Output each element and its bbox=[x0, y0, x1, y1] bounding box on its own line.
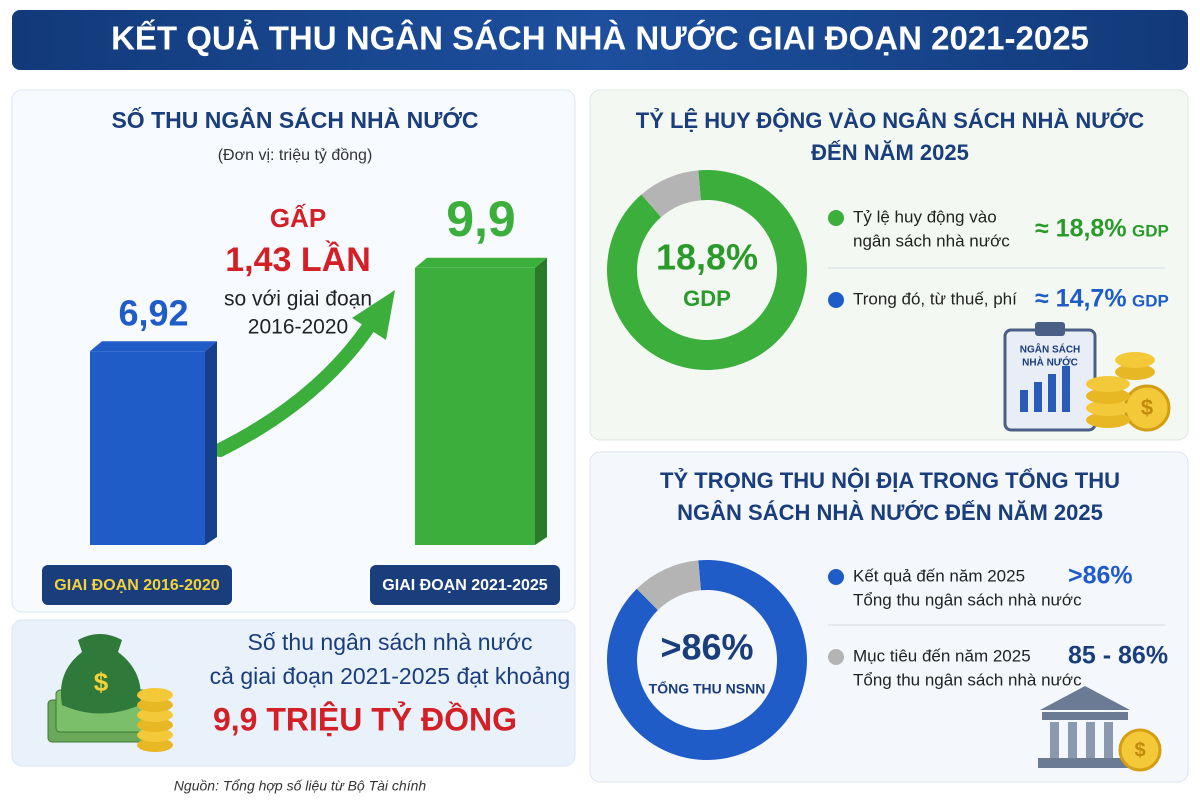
svg-text:$: $ bbox=[1141, 395, 1153, 420]
bank-icon: $ bbox=[1038, 686, 1162, 772]
donut-center: 18,8% bbox=[656, 237, 758, 278]
legend-value: ≈ 14,7% bbox=[1035, 285, 1127, 313]
header-bar bbox=[12, 10, 1188, 70]
legend-unit: GDP bbox=[1132, 291, 1169, 310]
panel bbox=[589, 451, 1189, 783]
annotation: 2016-2020 bbox=[248, 316, 348, 339]
legend-text: Trong đó, từ thuế, phí bbox=[853, 289, 1017, 308]
legend-dot bbox=[828, 210, 844, 226]
legend-text: Tổng thu ngân sách nhà nước bbox=[853, 590, 1082, 609]
clipboard-icon: $ bbox=[1003, 322, 1171, 432]
summary-text: cả giai đoạn 2021-2025 đạt khoảng bbox=[210, 663, 571, 689]
category-pill bbox=[42, 565, 232, 605]
legend-unit: GDP bbox=[1132, 221, 1169, 240]
arrow-head bbox=[352, 290, 395, 340]
donut-center-sub: GDP bbox=[683, 286, 731, 311]
chart-title: SỐ THU NGÂN SÁCH NHÀ NƯỚC bbox=[111, 106, 478, 133]
svg-text:$: $ bbox=[1134, 739, 1145, 761]
legend-value: 85 - 86% bbox=[1068, 642, 1168, 670]
icon-label: NHÀ NƯỚC bbox=[1022, 356, 1078, 369]
svg-text:$: $ bbox=[94, 667, 109, 697]
annotation: 1,43 LẦN bbox=[225, 241, 371, 279]
chart-title: TỶ TRỌNG THU NỘI ĐỊA TRONG TỔNG THU bbox=[660, 468, 1120, 493]
chart-title: TỶ LỆ HUY ĐỘNG VÀO NGÂN SÁCH NHÀ NƯỚC bbox=[636, 108, 1145, 133]
value-label: 6,92 bbox=[118, 293, 188, 334]
category-pill bbox=[370, 565, 560, 605]
donut-segment bbox=[607, 169, 808, 370]
legend-text: Mục tiêu đến năm 2025 bbox=[853, 646, 1031, 665]
legend-dot bbox=[828, 569, 844, 585]
legend-text: Kết quả đến năm 2025 bbox=[853, 566, 1025, 585]
bar-side bbox=[205, 341, 217, 545]
chart-title: NGÂN SÁCH NHÀ NƯỚC ĐẾN NĂM 2025 bbox=[677, 500, 1103, 525]
money-icon: $ bbox=[47, 634, 173, 752]
legend-text: Tỷ lệ huy động vào bbox=[853, 207, 997, 226]
arrow bbox=[213, 315, 379, 457]
annotation: so với giai đoạn bbox=[224, 288, 372, 311]
bar bbox=[90, 351, 205, 545]
chart-title: ĐẾN NĂM 2025 bbox=[811, 140, 969, 165]
legend-dot bbox=[828, 649, 844, 665]
value-label: 9,9 bbox=[446, 191, 516, 247]
summary-text: Số thu ngân sách nhà nước bbox=[248, 629, 533, 655]
category-label: GIAI ĐOẠN 2021-2025 bbox=[382, 577, 548, 594]
legend-value: ≈ 18,8% bbox=[1035, 215, 1127, 243]
icon-label: NGÂN SÁCH bbox=[1020, 343, 1081, 356]
bar-side bbox=[535, 257, 547, 545]
legend-text: ngân sách nhà nước bbox=[853, 231, 1010, 250]
legend-value: >86% bbox=[1068, 562, 1133, 590]
legend-dot bbox=[828, 292, 844, 308]
donut-segment bbox=[636, 560, 701, 611]
annotation: GẤP bbox=[270, 203, 326, 233]
bar-top bbox=[90, 341, 217, 352]
page-title: KẾT QUẢ THU NGÂN SÁCH NHÀ NƯỚC GIAI ĐOẠN… bbox=[111, 20, 1089, 57]
bar-top bbox=[415, 257, 547, 268]
source: Nguồn: Tổng hợp số liệu từ Bộ Tài chính bbox=[174, 778, 427, 794]
bar bbox=[415, 267, 535, 545]
donut-center: >86% bbox=[660, 627, 753, 668]
donut-center-sub: TỔNG THU NSNN bbox=[649, 680, 766, 697]
summary-highlight: 9,9 TRIỆU TỶ ĐỒNG bbox=[213, 701, 517, 737]
category-label: GIAI ĐOẠN 2016-2020 bbox=[54, 577, 220, 594]
legend-text: Tổng thu ngân sách nhà nước bbox=[853, 670, 1082, 689]
chart-subtitle: (Đơn vị: triệu tỷ đồng) bbox=[218, 147, 373, 164]
donut-segment bbox=[606, 560, 807, 760]
donut-segment bbox=[641, 170, 701, 218]
